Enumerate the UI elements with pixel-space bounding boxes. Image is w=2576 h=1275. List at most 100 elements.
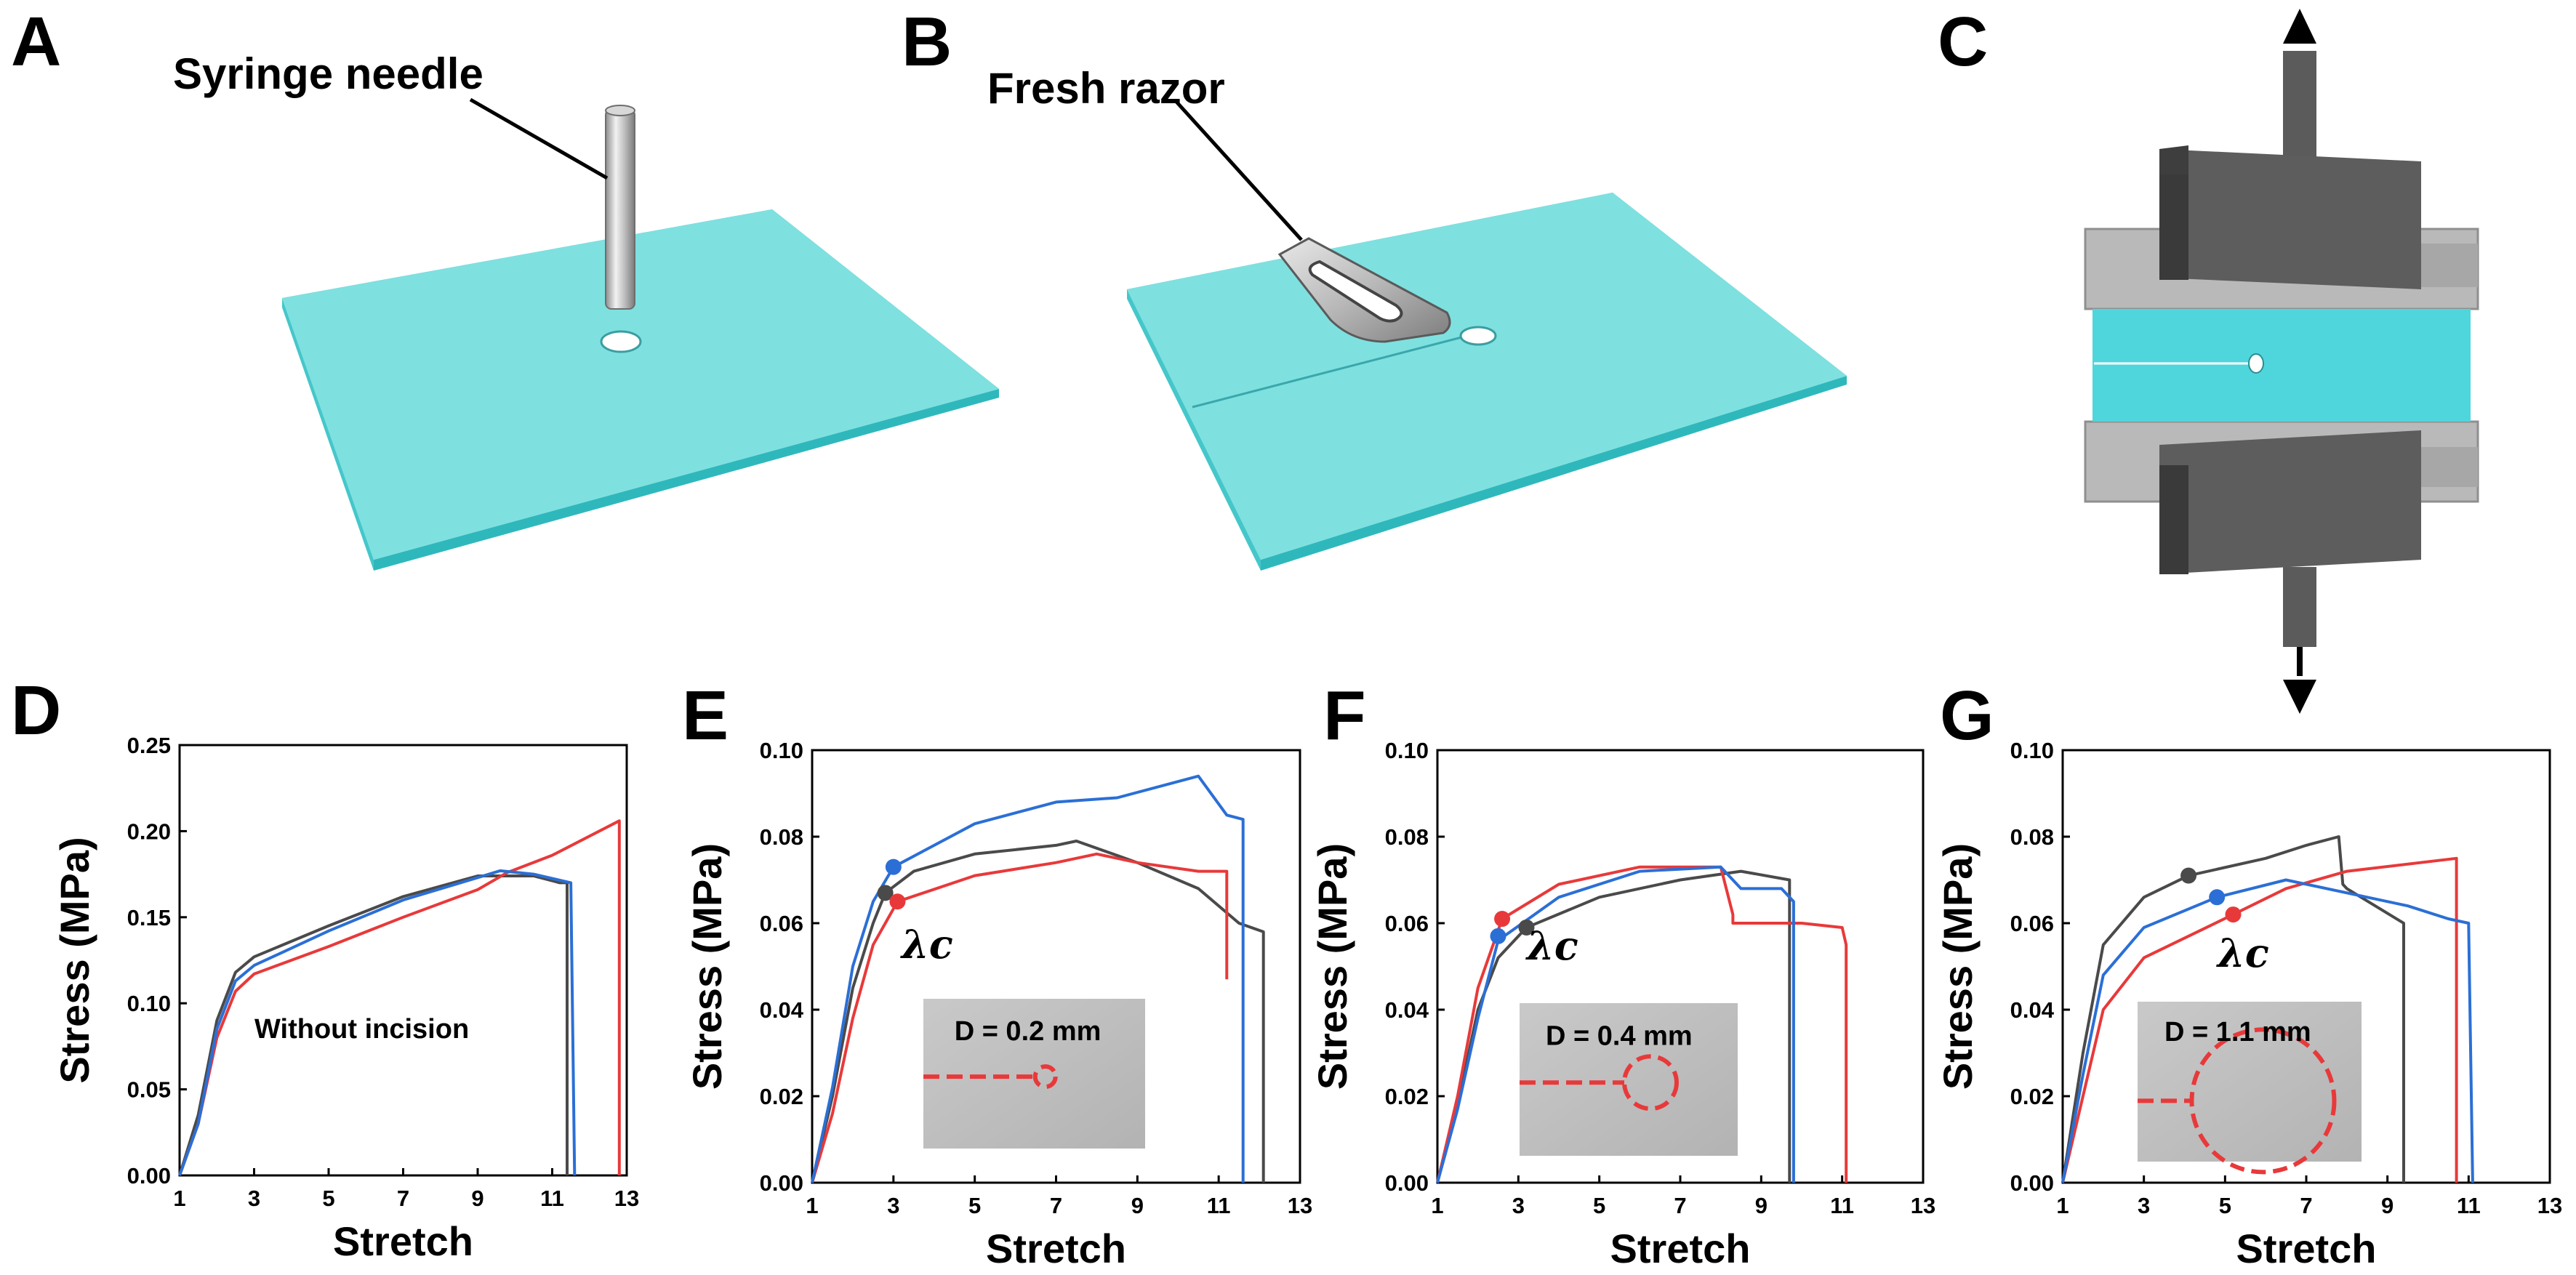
y-tick-label: 0.25 (127, 733, 171, 758)
x-tick-label: 7 (2300, 1193, 2312, 1218)
micrograph-inset (1520, 1003, 1738, 1156)
x-tick-label: 13 (1288, 1193, 1312, 1218)
razor-slot (1308, 260, 1403, 323)
rod-bottom (2283, 567, 2316, 647)
critical-point-marker (877, 885, 894, 901)
syringe-needle-icon (605, 108, 635, 310)
y-axis-label: Stress (MPa) (684, 843, 730, 1090)
series-line (178, 819, 621, 1176)
panel-c: C (1938, 3, 2479, 714)
arrow-up-icon (2283, 9, 2316, 44)
panel-letter-a: A (11, 3, 61, 81)
y-tick-label: 0.02 (2010, 1084, 2054, 1109)
x-tick-label: 11 (540, 1186, 564, 1211)
y-tick-label: 0.08 (760, 824, 803, 850)
rail-bottom-end (2421, 447, 2478, 487)
rail-top-end (2421, 244, 2478, 287)
series-line (811, 774, 1245, 1183)
y-tick-label: 0.02 (760, 1084, 803, 1109)
clamp-bottom-side (2159, 465, 2188, 574)
sheet-b-side (1127, 289, 1261, 571)
y-tick-label: 0.00 (1385, 1170, 1429, 1196)
x-tick-label: 3 (248, 1186, 260, 1211)
x-tick-label: 5 (968, 1193, 981, 1218)
panel-letter-c: C (1938, 3, 1988, 81)
rod-top (2283, 51, 2316, 160)
panel-letter-b: B (902, 3, 952, 81)
inset-hole-outline (1032, 1064, 1058, 1090)
sheet-a (282, 209, 999, 560)
y-tick-label: 0.06 (760, 911, 803, 936)
x-tick-label: 7 (1674, 1193, 1686, 1218)
x-tick-label: 1 (2056, 1193, 2069, 1218)
panel-letter-g: G (1940, 677, 1994, 755)
series-line (178, 874, 569, 1176)
needle-top (605, 105, 635, 116)
inset-diameter-label: D = 0.2 mm (955, 1016, 1102, 1047)
x-axis-label: Stretch (986, 1226, 1126, 1271)
y-tick-label: 0.10 (1385, 738, 1429, 763)
critical-point-marker (2225, 906, 2242, 923)
panel-d: D1 3 5 7 9 11 130.000.050.100.150.200.25Stretc… (11, 672, 639, 1264)
x-tick-label: 9 (1755, 1193, 1768, 1218)
y-tick-label: 0.10 (127, 991, 171, 1016)
y-tick-label: 0.00 (2010, 1170, 2054, 1196)
panel-letter-f: F (1323, 677, 1366, 755)
x-tick-label: 3 (887, 1193, 899, 1218)
annotation-text: Without incision (254, 1014, 469, 1045)
series-line (811, 840, 1265, 1183)
x-tick-label: 1 (806, 1193, 818, 1218)
x-tick-label: 3 (2138, 1193, 2150, 1218)
critical-point-marker (889, 893, 906, 910)
leader-line-a (469, 97, 609, 180)
incision-line (1192, 334, 1468, 409)
x-tick-label: 13 (1911, 1193, 1935, 1218)
arrow-down-icon (2283, 680, 2316, 714)
series-line (2061, 878, 2474, 1183)
y-tick-label: 0.04 (760, 997, 804, 1023)
x-tick-label: 11 (2457, 1193, 2481, 1218)
sheet-a-side (282, 298, 374, 571)
leader-line-b (1175, 100, 1303, 241)
x-tick-label: 7 (397, 1186, 409, 1211)
lambda-c-label: λc (2216, 930, 2269, 976)
critical-point-marker (1494, 911, 1511, 928)
x-tick-label: 5 (322, 1186, 334, 1211)
x-tick-label: 5 (2219, 1193, 2231, 1218)
y-tick-label: 0.00 (127, 1163, 171, 1188)
panel-b: B Fresh razor (902, 3, 1847, 571)
panel-g: G1 3 5 7 9 11 130.000.020.040.060.080.10Stretc… (1935, 677, 2562, 1271)
panel-e: E1 3 5 7 9 11 130.000.020.040.060.080.10Stretc… (682, 677, 1312, 1271)
y-tick-label: 0.06 (2010, 911, 2054, 936)
y-tick-label: 0.04 (1385, 997, 1429, 1023)
x-tick-label: 1 (173, 1186, 185, 1211)
y-tick-label: 0.02 (1385, 1084, 1429, 1109)
inset-diameter-label: D = 1.1 mm (2164, 1017, 2311, 1047)
series-line (178, 869, 577, 1176)
panel-letter-e: E (682, 677, 729, 755)
x-tick-label: 13 (2537, 1193, 2562, 1218)
x-axis-label: Stretch (333, 1218, 473, 1264)
x-axis-label: Stretch (2236, 1226, 2377, 1271)
clamp-top (2159, 149, 2421, 289)
y-tick-label: 0.05 (127, 1077, 171, 1103)
panel-a: A Syringe needle (11, 3, 999, 571)
panel-f: F1 3 5 7 9 11 130.000.020.040.060.080.10Stretc… (1309, 677, 1935, 1271)
y-tick-label: 0.08 (1385, 824, 1429, 850)
x-tick-label: 3 (1512, 1193, 1525, 1218)
critical-point-marker (2209, 889, 2226, 906)
x-tick-label: 7 (1050, 1193, 1062, 1218)
y-axis-label: Stress (MPa) (1309, 843, 1355, 1090)
y-tick-label: 0.10 (760, 738, 803, 763)
specimen-strip (2093, 309, 2471, 422)
inset-diameter-label: D = 0.4 mm (1546, 1021, 1693, 1051)
plot-frame (178, 744, 628, 1177)
y-axis-label: Stress (MPa) (52, 837, 97, 1083)
lambda-c-label: λc (900, 921, 953, 968)
clamp-bottom (2159, 430, 2421, 574)
x-tick-label: 1 (1431, 1193, 1443, 1218)
y-tick-label: 0.10 (2010, 738, 2054, 763)
lambda-c-label: λc (1525, 922, 1578, 969)
x-axis-label: Stretch (1610, 1226, 1751, 1271)
